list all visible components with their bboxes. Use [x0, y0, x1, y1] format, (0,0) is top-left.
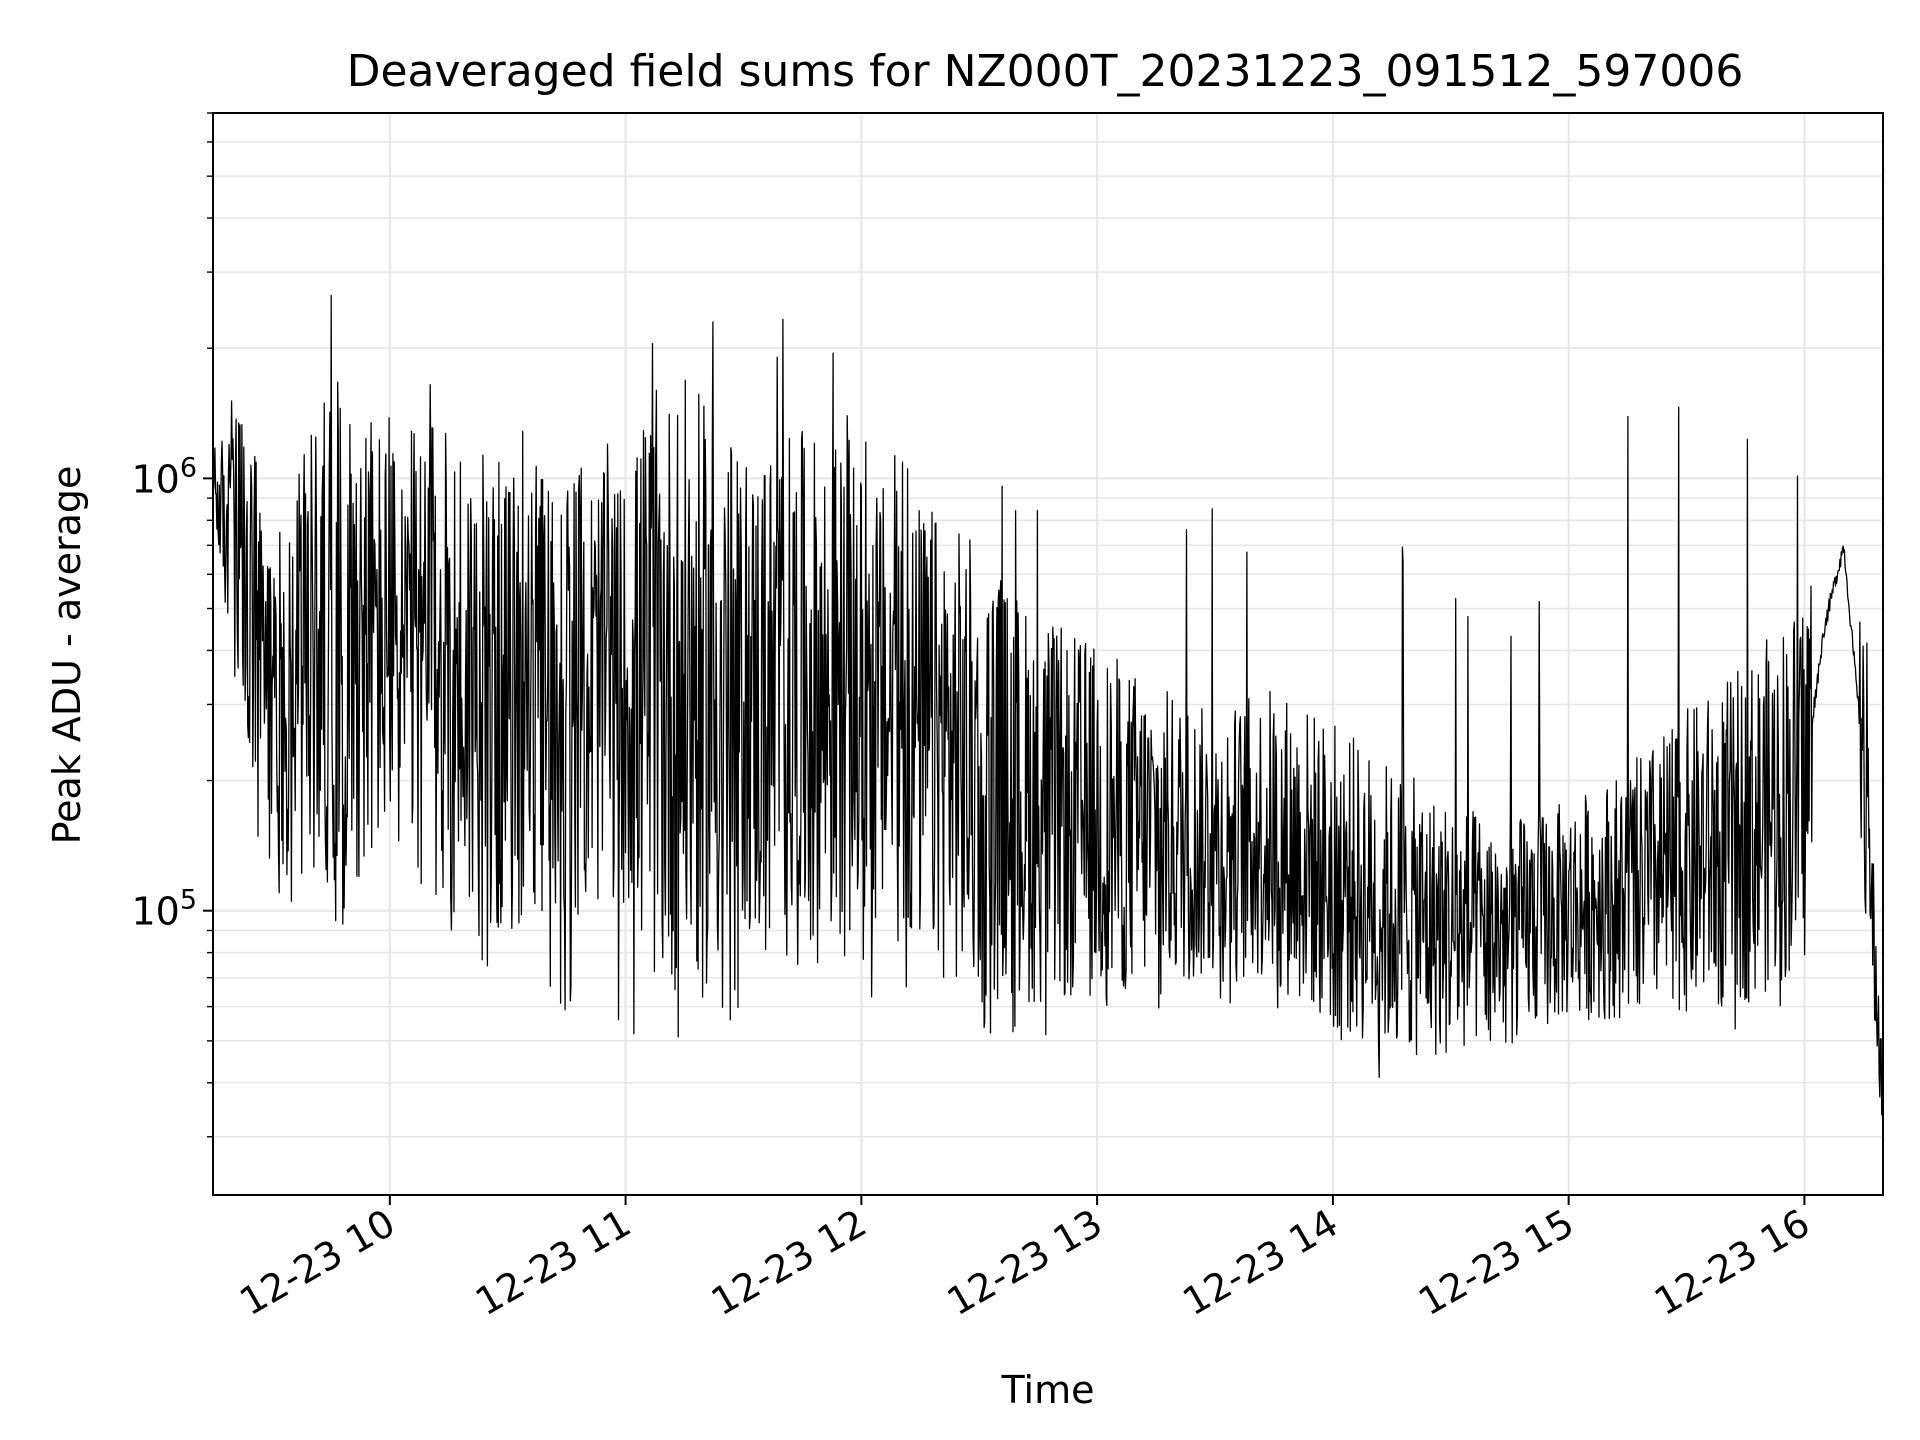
- y-tick-label: 106: [131, 452, 197, 501]
- y-axis: 105 106: [131, 112, 213, 1138]
- chart-title: Deaveraged field sums for NZ000T_2023122…: [347, 46, 1744, 97]
- plot-area-frame: [212, 112, 1884, 1196]
- y-tick-label: 105: [131, 885, 197, 934]
- y-axis-label: Peak ADU - average: [45, 466, 89, 845]
- series-layer: [212, 294, 1884, 1116]
- x-axis-label: Time: [1001, 1368, 1095, 1412]
- series-line: [212, 294, 1884, 1116]
